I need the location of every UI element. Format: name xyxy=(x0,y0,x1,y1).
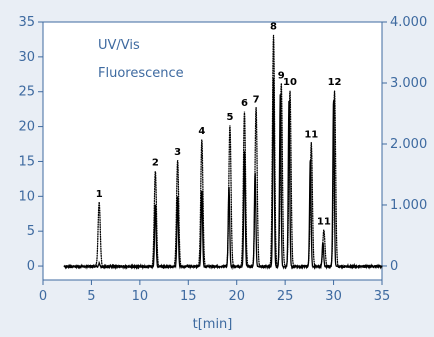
peak-label: 12 xyxy=(328,77,342,88)
y-right-tick-label: 4.000 xyxy=(390,15,427,30)
y-right-tick-label: 2.000 xyxy=(390,137,427,152)
peak-label: 1 xyxy=(96,189,103,200)
y-left-tick-label: 10 xyxy=(18,189,35,204)
peak-label: 7 xyxy=(253,95,260,106)
y-left-tick-label: 30 xyxy=(18,50,35,65)
y-left-tick-label: 15 xyxy=(18,154,35,169)
x-tick-label: 5 xyxy=(87,289,95,304)
peak-label: 10 xyxy=(283,77,297,88)
peak-label: 8 xyxy=(270,21,277,32)
x-tick-label: 30 xyxy=(325,289,342,304)
x-tick-label: 20 xyxy=(228,289,245,304)
legend-entry: Fluorescence xyxy=(98,66,184,81)
y-right-tick-label: 1.000 xyxy=(390,198,427,213)
x-tick-label: 10 xyxy=(132,289,149,304)
peak-label: 6 xyxy=(241,98,248,109)
peak-label: 2 xyxy=(152,157,159,168)
peak-label: 11 xyxy=(317,217,331,228)
x-tick-label: 25 xyxy=(277,289,294,304)
x-tick-label: 35 xyxy=(374,289,391,304)
y-left-tick-label: 0 xyxy=(27,259,35,274)
x-axis-title: t[min] xyxy=(193,317,233,332)
peak-label: 3 xyxy=(174,147,181,158)
plot-area xyxy=(43,22,382,280)
y-right-tick-label: 0 xyxy=(390,259,398,274)
y-left-tick-label: 25 xyxy=(18,85,35,100)
peak-label: 11 xyxy=(304,130,318,141)
uv-vis-trace xyxy=(63,78,383,271)
y-left-tick-label: 20 xyxy=(18,120,35,135)
y-left-tick-label: 5 xyxy=(27,224,35,239)
y-right-tick-label: 3.000 xyxy=(390,76,427,91)
y-left-tick-label: 35 xyxy=(18,15,35,30)
legend-entry: UV/Vis xyxy=(98,38,140,53)
peak-label: 5 xyxy=(226,112,233,123)
peak-label: 9 xyxy=(278,70,285,81)
x-tick-label: 0 xyxy=(39,289,47,304)
x-tick-label: 15 xyxy=(180,289,197,304)
peak-label: 4 xyxy=(198,126,205,137)
